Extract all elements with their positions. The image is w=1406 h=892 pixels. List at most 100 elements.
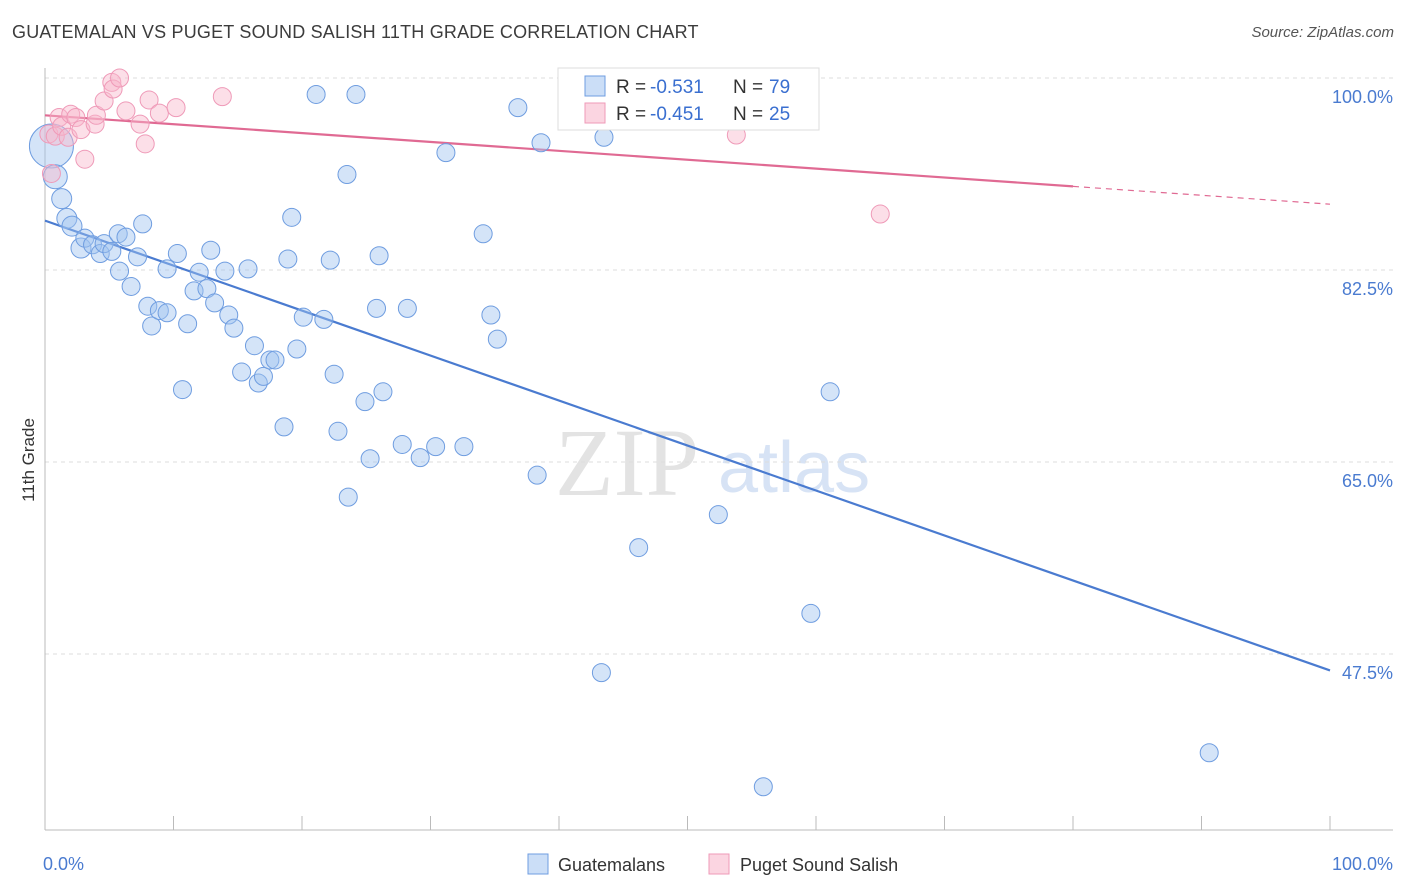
stats-legend: R = -0.531 N = 79 R = -0.451 N = 25 <box>557 67 820 131</box>
point-puget-sound-salish-17 <box>130 114 150 134</box>
point-guatemalans-15 <box>128 247 148 267</box>
point-guatemalans-26 <box>189 262 209 282</box>
trend-line-guatemalans <box>44 219 1331 672</box>
point-guatemalans-32 <box>224 318 244 338</box>
point-puget-sound-salish-20 <box>149 103 169 123</box>
legend-swatch-guatemalans <box>584 75 606 97</box>
point-guatemalans-65 <box>481 305 501 325</box>
bottom-legend-label-guatemalans: Guatemalans <box>558 855 665 875</box>
source-label: Source: ZipAtlas.com <box>1251 24 1394 41</box>
point-guatemalans-49 <box>328 421 348 441</box>
point-guatemalans-2 <box>51 188 73 210</box>
point-guatemalans-24 <box>178 314 198 334</box>
point-guatemalans-50 <box>337 165 357 185</box>
point-guatemalans-30 <box>215 261 235 281</box>
point-guatemalans-14 <box>121 276 141 296</box>
point-guatemalans-22 <box>167 244 187 264</box>
point-puget-sound-salish-8 <box>71 120 91 140</box>
point-guatemalans-28 <box>201 240 221 260</box>
bottom-legend-swatch-guatemalans <box>527 853 549 875</box>
point-guatemalans-47 <box>320 250 340 270</box>
bottom-legend-label-puget-sound-salish: Puget Sound Salish <box>740 855 898 875</box>
point-puget-sound-salish-6 <box>61 104 81 124</box>
point-guatemalans-4 <box>61 215 83 237</box>
point-guatemalans-61 <box>426 437 446 457</box>
x-tick-label-max: 100.0% <box>1332 854 1393 874</box>
point-guatemalans-64 <box>473 224 493 244</box>
point-guatemalans-16 <box>133 214 153 234</box>
point-guatemalans-55 <box>367 298 387 318</box>
legend-n-value-1: 79 <box>769 77 790 98</box>
point-guatemalans-39 <box>265 350 285 370</box>
point-guatemalans-78 <box>1199 743 1219 763</box>
point-guatemalans-77 <box>820 382 840 402</box>
point-puget-sound-salish-18 <box>135 134 155 154</box>
point-guatemalans-23 <box>172 380 192 400</box>
point-guatemalans-66 <box>487 329 507 349</box>
point-guatemalans-51 <box>338 487 358 507</box>
legend-r-value-1: -0.531 <box>650 77 704 98</box>
y-tick-label-1: 82.5% <box>1342 279 1393 299</box>
point-guatemalans-29 <box>205 293 225 313</box>
point-guatemalans-46 <box>314 309 334 329</box>
point-puget-sound-salish-1 <box>41 163 61 183</box>
legend-r-label-2: R = <box>616 104 646 125</box>
point-guatemalans-58 <box>392 434 412 454</box>
point-guatemalans-9 <box>94 234 114 254</box>
point-guatemalans-60 <box>410 448 430 468</box>
point-guatemalans-5 <box>70 237 92 259</box>
point-guatemalans-6 <box>75 228 95 248</box>
point-guatemalans-11 <box>108 224 128 244</box>
y-tick-label-2: 65.0% <box>1342 471 1393 491</box>
point-guatemalans-59 <box>397 298 417 318</box>
point-guatemalans-52 <box>346 84 366 104</box>
y-tick-label-3: 47.5% <box>1342 663 1393 683</box>
y-axis-title: 11th Grade <box>19 418 38 502</box>
legend-r-value-2: -0.451 <box>650 104 704 125</box>
point-guatemalans-34 <box>238 259 258 279</box>
point-guatemalans-63 <box>454 437 474 457</box>
legend-n-label-1: N = <box>733 77 763 98</box>
point-guatemalans-70 <box>591 663 611 683</box>
point-guatemalans-19 <box>149 301 169 321</box>
point-guatemalans-17 <box>138 296 158 316</box>
point-guatemalans-53 <box>355 392 375 412</box>
point-guatemalans-20 <box>157 303 177 323</box>
point-guatemalans-36 <box>248 373 268 393</box>
point-guatemalans-72 <box>629 538 649 558</box>
point-puget-sound-salish-19 <box>139 90 159 110</box>
point-guatemalans-54 <box>360 449 380 469</box>
point-guatemalans-48 <box>324 364 344 384</box>
point-guatemalans-56 <box>369 246 389 266</box>
point-guatemalans-38 <box>260 350 280 370</box>
point-guatemalans-43 <box>287 339 307 359</box>
point-guatemalans-69 <box>531 133 551 153</box>
point-guatemalans-18 <box>142 316 162 336</box>
point-guatemalans-40 <box>274 417 294 437</box>
y-tick-label-0: 100.0% <box>1332 87 1393 107</box>
point-guatemalans-41 <box>278 249 298 269</box>
bottom-legend-swatch-puget-sound-salish <box>708 853 730 875</box>
legend-r-label-1: R = <box>616 77 646 98</box>
point-puget-sound-salish-7 <box>66 107 86 127</box>
point-guatemalans-76 <box>801 603 821 623</box>
chart-title: GUATEMALAN VS PUGET SOUND SALISH 11TH GR… <box>12 22 699 42</box>
point-guatemalans-33 <box>232 362 252 382</box>
legend-n-label-2: N = <box>733 104 763 125</box>
trend-line-puget-sound-salish <box>44 114 1074 188</box>
point-guatemalans-45 <box>306 84 326 104</box>
data-points <box>28 68 1219 797</box>
point-puget-sound-salish-14 <box>103 79 123 99</box>
point-guatemalans-8 <box>90 244 110 264</box>
point-guatemalans-35 <box>244 336 264 356</box>
axes: 100.0% 82.5% 65.0% 47.5% <box>44 68 1393 831</box>
point-puget-sound-salish-9 <box>75 149 95 169</box>
point-guatemalans-13 <box>110 261 130 281</box>
point-puget-sound-salish-22 <box>212 87 232 107</box>
point-guatemalans-10 <box>102 241 122 261</box>
legend-n-value-2: 25 <box>769 104 790 125</box>
point-guatemalans-71 <box>594 127 614 147</box>
point-guatemalans-57 <box>373 382 393 402</box>
point-puget-sound-salish-15 <box>110 68 130 88</box>
